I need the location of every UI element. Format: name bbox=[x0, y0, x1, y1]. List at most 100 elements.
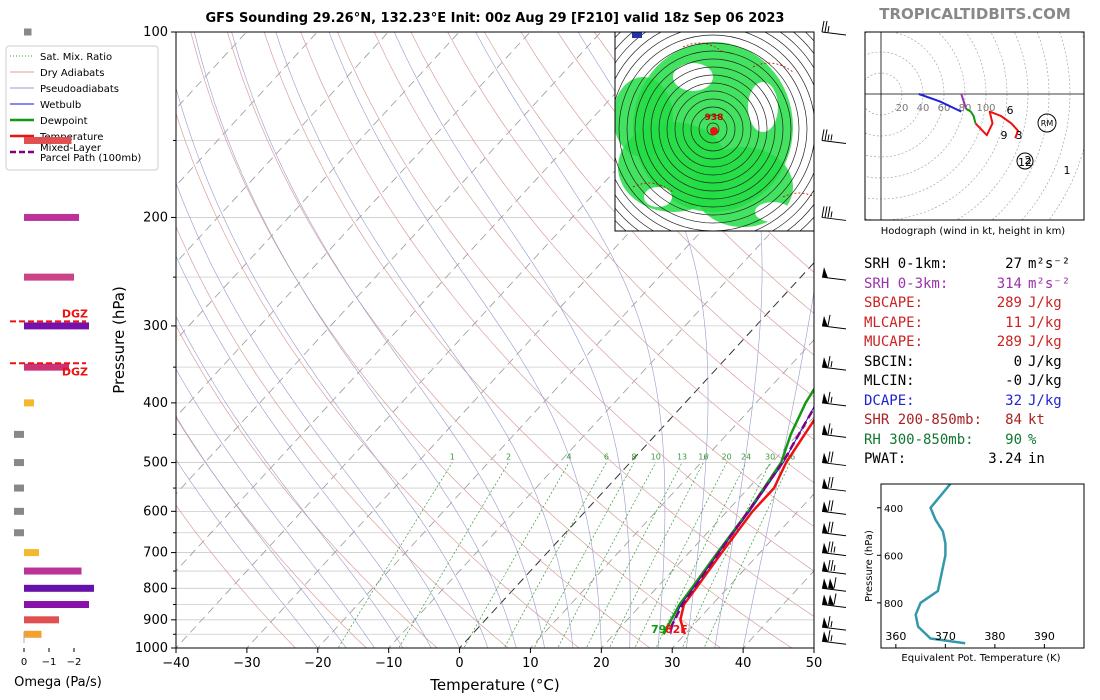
parameter-number: -0 bbox=[1005, 373, 1022, 389]
parameter-number: 11 bbox=[1005, 314, 1022, 331]
parameter-row: SBCIN: 0 J/kg bbox=[864, 353, 1084, 373]
parameter-value: 3.24 in bbox=[988, 450, 1084, 470]
parameter-value: 289 J/kg bbox=[997, 333, 1084, 353]
parameter-number: 289 bbox=[996, 334, 1022, 350]
theta-e-x-tick-label: 380 bbox=[984, 630, 1005, 643]
map-isobar bbox=[650, 66, 776, 192]
hodograph-trace bbox=[960, 93, 967, 110]
x-tick-label: 50 bbox=[806, 656, 823, 671]
mixing-ratio-label: 16 bbox=[698, 453, 708, 462]
central-pressure-label: 938 bbox=[705, 113, 724, 123]
parameter-value: 289 J/kg bbox=[997, 294, 1084, 314]
theta-e-line bbox=[914, 484, 966, 645]
hodograph-trace bbox=[918, 93, 962, 113]
x-tick-label: −30 bbox=[233, 656, 260, 671]
parameter-label: MLCAPE: bbox=[864, 314, 924, 331]
wind-barb bbox=[821, 476, 847, 492]
right-mover-label: RM bbox=[1041, 119, 1054, 128]
left-mover-marker bbox=[1016, 152, 1034, 170]
theta-e-frame bbox=[880, 483, 1085, 649]
y-tick-label: 100 bbox=[143, 25, 168, 40]
map-inset: 938 bbox=[615, 32, 814, 231]
hodograph-height-label: 2 bbox=[1025, 154, 1032, 167]
mixing-ratio-line bbox=[703, 462, 791, 648]
omega-bar bbox=[24, 322, 89, 330]
wind-barb bbox=[821, 541, 847, 557]
parameter-value: 90% bbox=[1005, 431, 1084, 451]
y-tick-label: 300 bbox=[143, 319, 168, 334]
mixing-ratio-line bbox=[463, 462, 570, 648]
parameter-row: SBCAPE: 289 J/kg bbox=[864, 294, 1084, 314]
mixing-ratio-label: 2 bbox=[506, 453, 511, 462]
profile-temperature bbox=[679, 417, 814, 635]
precip-area bbox=[615, 77, 673, 157]
mixing-ratio-label: 4 bbox=[566, 453, 571, 462]
map-isobar bbox=[698, 114, 728, 144]
map-inset-frame bbox=[614, 31, 815, 232]
x-tick-label: 30 bbox=[664, 656, 681, 671]
skewt-frame bbox=[175, 31, 815, 649]
parameter-label: SRH 0-1km: bbox=[864, 256, 949, 272]
dgz-label: DGZ bbox=[62, 307, 88, 320]
parameter-number: 0 bbox=[1013, 353, 1022, 370]
omega-bar bbox=[24, 549, 39, 557]
mixing-ratio-label: 20 bbox=[722, 453, 732, 462]
parameter-label: SHR 200-850mb: bbox=[864, 412, 983, 428]
omega-panel: DGZ DGZ 0 −1 −2 bbox=[10, 28, 94, 668]
map-thickness-line bbox=[782, 192, 814, 198]
clear-area bbox=[644, 187, 672, 207]
map-thickness-line bbox=[752, 62, 794, 73]
parameter-unit: J/kg bbox=[1028, 334, 1062, 350]
surface-temperature-label: 82F bbox=[665, 623, 688, 636]
omega-bar bbox=[14, 507, 24, 515]
parameter-label: DCAPE: bbox=[864, 392, 915, 409]
surface-dewpoint-label: 79 bbox=[651, 623, 666, 636]
profile-mixed-layer bbox=[669, 405, 814, 630]
x-tick-label: −10 bbox=[375, 656, 402, 671]
x-tick-label: 20 bbox=[593, 656, 610, 671]
omega-bar bbox=[24, 584, 94, 592]
wind-barb bbox=[821, 20, 847, 36]
omega-bar bbox=[14, 484, 24, 492]
hodograph-height-label: 9 bbox=[1001, 129, 1008, 142]
omega-bar bbox=[24, 273, 74, 281]
pseudoadiabat bbox=[742, 289, 814, 648]
wind-barbs bbox=[821, 20, 847, 645]
dry-adiabat bbox=[190, 32, 651, 648]
sounding-parameters: SRH 0-1km: 27 m²s⁻² SRH 0-3km: 314 m²s⁻² SBCAP… bbox=[864, 255, 1084, 470]
parameter-unit: J/kg bbox=[1028, 353, 1062, 370]
map-marker bbox=[632, 32, 642, 38]
parameter-label: MLCIN: bbox=[864, 373, 915, 389]
clear-area bbox=[748, 82, 778, 132]
mixing-ratio-label: 10 bbox=[651, 453, 661, 462]
parameter-value: 314 m²s⁻² bbox=[997, 275, 1084, 295]
dry-adiabat bbox=[176, 417, 367, 648]
mixing-ratio-line bbox=[503, 462, 607, 648]
y-tick-label: 900 bbox=[143, 613, 168, 628]
map-isobar bbox=[642, 58, 784, 200]
x-tick-label: 40 bbox=[735, 656, 752, 671]
pseudoadiabat bbox=[176, 255, 432, 648]
theta-e-y-tick-label: 600 bbox=[884, 551, 903, 562]
map-isobar bbox=[626, 42, 800, 216]
y-tick-label: 400 bbox=[143, 396, 168, 411]
legend-label: Parcel Path (100mb) bbox=[40, 153, 141, 164]
parameter-number: 27 bbox=[1005, 256, 1022, 272]
mixing-ratio-label: 1 bbox=[450, 453, 455, 462]
chart-title: GFS Sounding 29.26°N, 132.23°E Init: 00z… bbox=[206, 11, 785, 26]
pseudoadiabat bbox=[231, 32, 545, 648]
hodograph-ring-label: 20 bbox=[896, 103, 909, 114]
map-isobar bbox=[674, 90, 752, 168]
dry-adiabat bbox=[447, 32, 814, 441]
parameter-number: 289 bbox=[996, 295, 1022, 311]
parameter-label: SBCIN: bbox=[864, 353, 915, 370]
hodograph-trace bbox=[974, 110, 1019, 139]
dry-adiabat bbox=[373, 32, 814, 527]
parameter-unit: J/kg bbox=[1028, 392, 1062, 409]
mixing-ratio-line bbox=[655, 462, 747, 648]
pseudoadiabat bbox=[328, 32, 602, 648]
omega-bar bbox=[24, 28, 32, 36]
wind-barb bbox=[821, 206, 847, 221]
